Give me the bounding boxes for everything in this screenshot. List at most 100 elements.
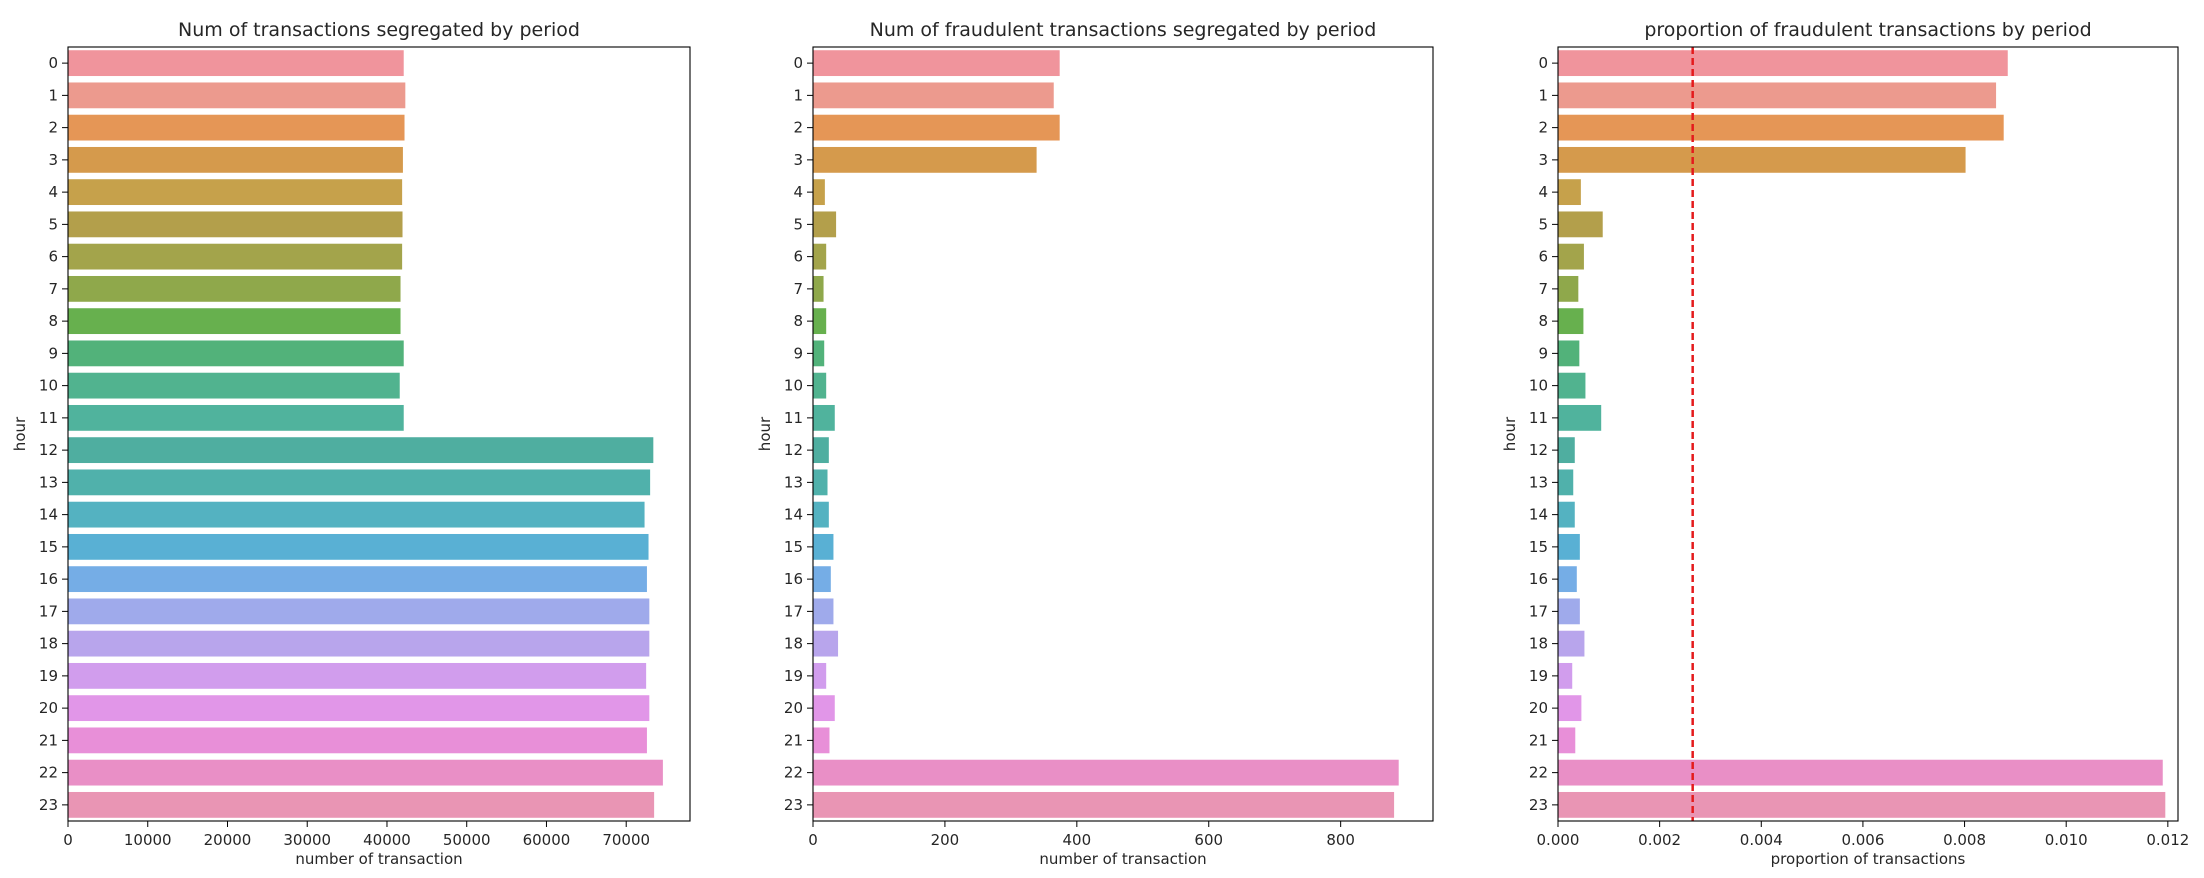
y-tick-label: 18 (784, 635, 803, 653)
x-tick-label: 60000 (523, 831, 571, 849)
y-tick-label: 17 (1529, 602, 1548, 620)
x-tick-label: 0 (808, 831, 818, 849)
bar-hour-9 (1558, 340, 1580, 367)
y-tick-label: 20 (1529, 699, 1548, 717)
y-tick-label: 11 (39, 409, 58, 427)
x-tick-label: 200 (931, 831, 960, 849)
bar-hour-10 (68, 372, 400, 399)
y-tick-label: 21 (39, 731, 58, 749)
bar-hour-15 (68, 533, 649, 560)
x-tick-label: 30000 (283, 831, 331, 849)
chart-transactions-by-hour: Num of transactions segregated by period… (11, 19, 691, 868)
bar-hour-4 (813, 179, 825, 206)
bar-hour-4 (1558, 179, 1581, 206)
y-tick-label: 22 (1529, 764, 1548, 782)
y-tick-label: 19 (784, 667, 803, 685)
chart-fraudulent-by-hour: Num of fraudulent transactions segregate… (756, 19, 1434, 868)
y-tick-label: 23 (39, 796, 58, 814)
bar-hour-22 (1558, 759, 2163, 786)
x-tick-label: 0.008 (1943, 831, 1986, 849)
plot-frame (1557, 46, 2179, 822)
y-tick-label: 21 (784, 731, 803, 749)
y-tick-label: 13 (1529, 473, 1548, 491)
x-tick-label: 20000 (204, 831, 252, 849)
bar-hour-13 (813, 469, 828, 496)
y-tick-label: 12 (1529, 441, 1548, 459)
x-axis-label: number of transaction (1039, 850, 1206, 868)
bar-hour-10 (813, 372, 827, 399)
bar-hour-20 (68, 695, 650, 722)
y-tick-label: 15 (784, 538, 803, 556)
chart-title: proportion of fraudulent transactions by… (1644, 19, 2091, 41)
y-tick-label: 2 (793, 119, 803, 137)
y-tick-label: 14 (784, 506, 803, 524)
bar-hour-21 (1558, 727, 1576, 754)
x-axis-label: proportion of transactions (1771, 850, 1966, 868)
y-tick-label: 3 (1538, 151, 1548, 169)
bar-hour-7 (68, 275, 401, 302)
y-tick-label: 6 (48, 248, 58, 266)
y-tick-label: 23 (1529, 796, 1548, 814)
bar-hour-2 (1558, 114, 2004, 141)
y-tick-label: 3 (793, 151, 803, 169)
plot-frame (67, 46, 691, 822)
bar-hour-18 (1558, 630, 1585, 657)
bar-hour-11 (68, 404, 404, 431)
y-tick-label: 11 (784, 409, 803, 427)
x-axis-label: number of transaction (295, 850, 462, 868)
bar-hour-12 (813, 437, 829, 464)
x-tick-label: 400 (1063, 831, 1092, 849)
bar-hour-3 (813, 146, 1037, 173)
y-tick-label: 4 (1538, 183, 1548, 201)
chart-title: Num of fraudulent transactions segregate… (870, 19, 1377, 41)
y-tick-label: 18 (1529, 635, 1548, 653)
y-tick-label: 15 (1529, 538, 1548, 556)
bar-hour-9 (68, 340, 404, 367)
bar-hour-18 (68, 630, 650, 657)
y-tick-label: 10 (39, 377, 58, 395)
y-tick-label: 13 (39, 473, 58, 491)
y-axis-label: hour (756, 416, 774, 451)
bar-hour-11 (1558, 404, 1602, 431)
y-tick-label: 17 (784, 602, 803, 620)
y-tick-label: 4 (48, 183, 58, 201)
bar-hour-23 (813, 791, 1395, 818)
y-tick-label: 1 (1538, 86, 1548, 104)
bar-hour-3 (68, 146, 403, 173)
bar-hour-23 (68, 791, 655, 818)
bar-hour-0 (1558, 50, 2008, 77)
y-tick-label: 8 (48, 312, 58, 330)
bar-hour-8 (813, 308, 827, 335)
y-tick-label: 14 (1529, 506, 1548, 524)
y-tick-label: 22 (39, 764, 58, 782)
y-axis-label: hour (11, 416, 29, 451)
y-tick-label: 22 (784, 764, 803, 782)
bar-hour-2 (68, 114, 405, 141)
bar-hour-7 (813, 275, 824, 302)
bar-hour-23 (1558, 791, 2166, 818)
bar-hour-4 (68, 179, 403, 206)
bar-hour-13 (68, 469, 651, 496)
plot-frame (812, 46, 1434, 822)
y-tick-label: 2 (1538, 119, 1548, 137)
x-tick-label: 70000 (602, 831, 650, 849)
x-tick-label: 40000 (363, 831, 411, 849)
y-axis-label: hour (1501, 416, 1519, 451)
bar-hour-2 (813, 114, 1060, 141)
y-tick-label: 15 (39, 538, 58, 556)
y-tick-label: 21 (1529, 731, 1548, 749)
x-tick-label: 0.000 (1537, 831, 1580, 849)
x-tick-label: 10000 (124, 831, 172, 849)
bar-hour-15 (1558, 533, 1580, 560)
bar-hour-22 (68, 759, 663, 786)
y-tick-label: 8 (793, 312, 803, 330)
y-tick-label: 2 (48, 119, 58, 137)
y-tick-label: 5 (793, 215, 803, 233)
x-tick-label: 0.006 (1841, 831, 1884, 849)
x-tick-label: 600 (1194, 831, 1223, 849)
y-tick-label: 16 (39, 570, 58, 588)
bar-hour-16 (1558, 566, 1577, 593)
bar-hour-15 (813, 533, 834, 560)
x-tick-label: 800 (1326, 831, 1355, 849)
